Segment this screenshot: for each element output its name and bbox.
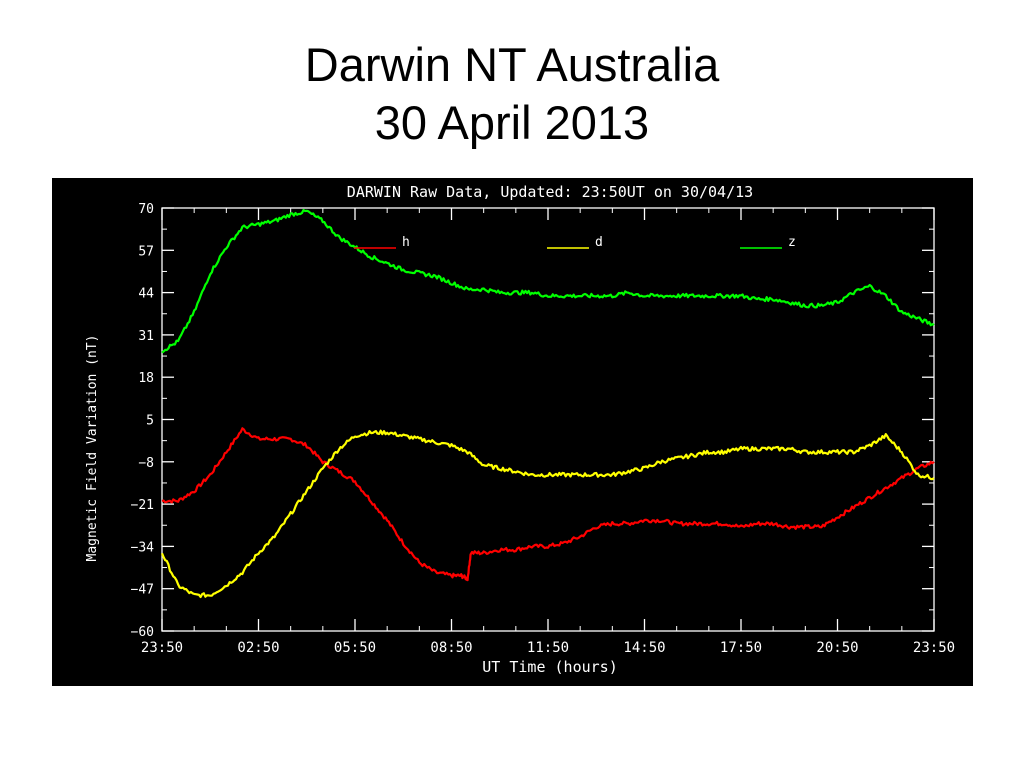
y-tick-label: 44 bbox=[138, 287, 154, 302]
x-tick-label: 17:50 bbox=[720, 640, 762, 656]
y-tick-label: 70 bbox=[138, 202, 154, 217]
y-tick-label: −8 bbox=[138, 456, 154, 471]
chart-title: DARWIN Raw Data, Updated: 23:50UT on 30/… bbox=[347, 183, 753, 201]
slide-title: Darwin NT Australia 30 April 2013 bbox=[0, 36, 1024, 152]
legend-label-d: d bbox=[595, 235, 603, 250]
plot-frame bbox=[161, 207, 935, 632]
x-tick-label: 05:50 bbox=[334, 640, 376, 656]
series-line-h bbox=[161, 427, 935, 582]
x-axis-label: UT Time (hours) bbox=[482, 658, 617, 676]
y-tick-label: −47 bbox=[131, 583, 154, 598]
y-axis-label: Magnetic Field Variation (nT) bbox=[85, 335, 100, 562]
x-tick-label: 02:50 bbox=[237, 640, 279, 656]
x-tick-label: 23:50 bbox=[913, 640, 955, 656]
y-tick-label: 5 bbox=[146, 414, 154, 429]
x-tick-label: 20:50 bbox=[816, 640, 858, 656]
slide-title-line-2: 30 April 2013 bbox=[374, 96, 650, 149]
magnetometer-chart: DARWIN Raw Data, Updated: 23:50UT on 30/… bbox=[52, 178, 973, 686]
y-tick-label: −34 bbox=[131, 540, 155, 555]
y-tick-label: 18 bbox=[138, 371, 154, 386]
series-line-z bbox=[161, 208, 935, 354]
series-layer bbox=[160, 208, 935, 599]
y-tick-label: −60 bbox=[131, 625, 154, 640]
x-tick-label: 11:50 bbox=[527, 640, 569, 656]
legend-label-h: h bbox=[402, 235, 410, 250]
x-tick-label: 23:50 bbox=[141, 640, 183, 656]
x-tick-label: 14:50 bbox=[623, 640, 665, 656]
y-tick-label: −21 bbox=[131, 498, 154, 513]
y-tick-label: 31 bbox=[138, 329, 154, 344]
legend-label-z: z bbox=[788, 235, 796, 250]
series-line-d bbox=[160, 429, 935, 599]
y-tick-label: 57 bbox=[138, 244, 154, 259]
x-tick-label: 08:50 bbox=[430, 640, 472, 656]
slide-title-line-1: Darwin NT Australia bbox=[304, 38, 720, 91]
chart-canvas: DARWIN Raw Data, Updated: 23:50UT on 30/… bbox=[85, 183, 956, 676]
